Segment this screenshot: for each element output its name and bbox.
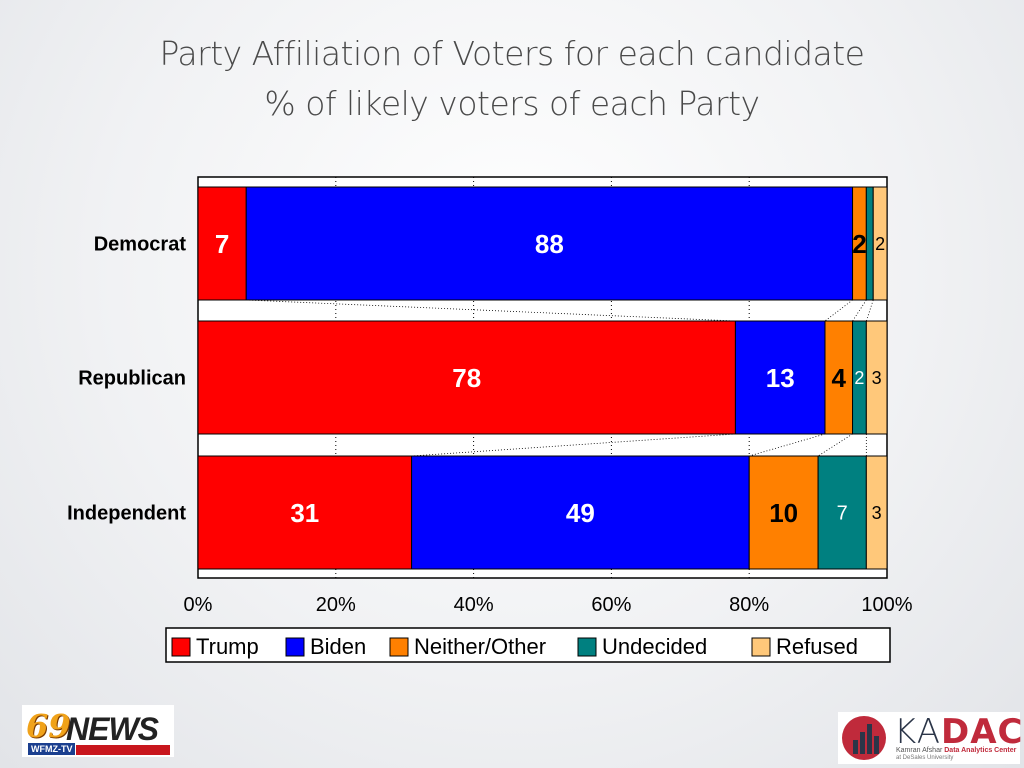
series-line [246, 299, 736, 322]
news-logo-station: WFMZ-TV [28, 743, 76, 755]
news-logo: 69 NEWS WFMZ-TV [22, 705, 174, 757]
x-tick-label: 80% [729, 594, 769, 616]
kadac-logo-subtitle-plain: Kamran Afshar [896, 747, 945, 754]
legend-label: Refused [776, 634, 858, 659]
bar-trump [197, 455, 413, 570]
category-label: Democrat [94, 234, 187, 256]
bar-biden [411, 455, 750, 570]
category-label: Republican [78, 368, 186, 390]
legend-swatch [389, 637, 409, 657]
legend-item: Neither/Other [389, 634, 546, 659]
chart-title-line1: Party Affiliation of Voters for each can… [159, 34, 865, 73]
legend-swatch [577, 637, 597, 657]
data-label: 88 [535, 229, 564, 259]
x-tick-label: 60% [591, 594, 631, 616]
data-label: 10 [769, 498, 798, 528]
bar-trump [197, 186, 247, 301]
category-label: Independent [67, 503, 186, 525]
legend-swatch [285, 637, 305, 657]
kadac-logo-subtitle-bold: Data Analytics Center [944, 747, 1017, 754]
legend-swatch [171, 637, 191, 657]
legend-item: Biden [285, 634, 366, 659]
bar-undecided [865, 186, 874, 301]
chart-title-line2: % of likely voters of each Party [264, 84, 760, 123]
data-label: 78 [452, 363, 481, 393]
kadac-logo-dac: DAC [940, 712, 1024, 752]
bar-refused [872, 186, 888, 301]
legend-label: Undecided [602, 634, 707, 659]
news-logo-number: 69 [26, 707, 71, 745]
x-tick-label: 40% [454, 594, 494, 616]
data-label: 31 [290, 498, 319, 528]
series-line [749, 433, 826, 457]
legend-item: Undecided [577, 634, 707, 659]
kadac-logo-university: at DeSales University [896, 755, 954, 761]
news-logo-word: NEWS [66, 711, 159, 747]
bar-biden [734, 320, 826, 435]
bar-neither-other [748, 455, 819, 570]
stacked-bar-chart: 7 88 2 278 13 4 2 331 49 10 7 3DemocratRepublicanIn… [67, 176, 913, 663]
bar-refused [865, 455, 888, 570]
legend-swatch [751, 637, 771, 657]
series-line [817, 433, 853, 457]
legend-label: Trump [196, 634, 259, 659]
series-line [865, 299, 874, 322]
data-label: 3 [872, 503, 882, 523]
x-tick-label: 20% [316, 594, 356, 616]
legend-label: Neither/Other [414, 634, 546, 659]
kadac-logo-bars-icon [842, 716, 886, 760]
kadac-logo-subtitle: Kamran Afshar Data Analytics Center [896, 747, 1016, 754]
legend-item: Refused [751, 634, 858, 659]
news-logo-bar [76, 745, 170, 755]
data-label: 49 [566, 498, 595, 528]
bar-biden [245, 186, 854, 301]
legend-item: Trump [171, 634, 259, 659]
data-label: 2 [852, 229, 866, 259]
data-label: 4 [832, 363, 847, 393]
data-label: 2 [875, 234, 885, 254]
data-label: 13 [766, 363, 795, 393]
x-tick-label: 100% [861, 594, 912, 616]
data-label: 3 [872, 368, 882, 388]
bar-trump [197, 320, 736, 435]
bar-undecided [817, 455, 867, 570]
kadac-logo: KADAC Kamran Afshar Data Analytics Cente… [838, 712, 1023, 764]
series-line [852, 299, 867, 322]
bar-refused [865, 320, 888, 435]
data-label: 7 [215, 229, 229, 259]
series-line [411, 433, 736, 457]
data-label: 7 [837, 503, 848, 525]
bar-neither-other [824, 320, 854, 435]
data-label: 2 [854, 368, 864, 388]
x-tick-label: 0% [184, 594, 213, 616]
kadac-logo-ka: KA [894, 712, 941, 752]
kadac-logo-wordmark: KADAC [894, 712, 1023, 752]
legend-label: Biden [310, 634, 366, 659]
